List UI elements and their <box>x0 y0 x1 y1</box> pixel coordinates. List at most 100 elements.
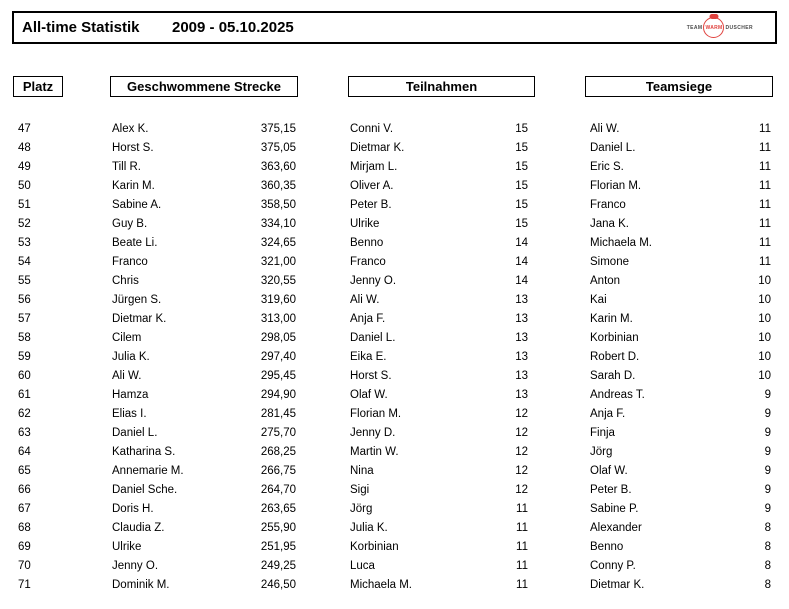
teamwins-value-cell: 8 <box>764 560 771 572</box>
participations-value-cell: 12 <box>515 446 528 458</box>
warm-circle-icon: WARM <box>703 14 725 38</box>
distance-name-cell: Beate Li. <box>112 237 158 249</box>
distance-value-cell: 263,65 <box>260 503 296 515</box>
distance-name-cell: Cilem <box>112 332 142 344</box>
participations-name-cell: Benno <box>350 237 384 249</box>
table-row: 51 Sabine A. 358,50 Peter B. 15 Franco 1… <box>0 196 789 215</box>
teamwins-value-cell: 10 <box>758 370 771 382</box>
column-header-geschwommene-strecke: Geschwommene Strecke <box>110 76 298 97</box>
distance-name-cell: Dietmar K. <box>112 313 167 325</box>
teamwins-name-cell: Jörg <box>590 446 613 458</box>
teamwins-value-cell: 10 <box>758 294 771 306</box>
distance-value-cell: 275,70 <box>260 427 296 439</box>
participations-name-cell: Conni V. <box>350 123 394 135</box>
teamwins-name-cell: Sarah D. <box>590 370 636 382</box>
teamwins-value-cell: 8 <box>764 541 771 553</box>
distance-value-cell: 321,00 <box>260 256 296 268</box>
participations-value-cell: 14 <box>515 256 528 268</box>
participations-name-cell: Peter B. <box>350 199 392 211</box>
teamwins-value-cell: 11 <box>759 123 771 135</box>
teamwins-value-cell: 11 <box>759 142 771 154</box>
rank-cell: 47 <box>18 123 31 135</box>
rank-cell: 49 <box>18 161 31 173</box>
participations-name-cell: Michaela M. <box>350 579 412 591</box>
participations-value-cell: 15 <box>515 123 528 135</box>
logo-text-team: TEAM <box>686 24 703 31</box>
distance-value-cell: 295,45 <box>260 370 296 382</box>
teamwins-name-cell: Sabine P. <box>590 503 639 515</box>
rank-cell: 64 <box>18 446 31 458</box>
distance-value-cell: 266,75 <box>260 465 296 477</box>
participations-value-cell: 14 <box>515 275 528 287</box>
teamwins-value-cell: 9 <box>764 427 771 439</box>
rank-cell: 51 <box>18 199 31 211</box>
distance-value-cell: 249,25 <box>260 560 296 572</box>
distance-value-cell: 264,70 <box>260 484 296 496</box>
rank-cell: 62 <box>18 408 31 420</box>
teamwins-value-cell: 11 <box>759 218 771 230</box>
participations-name-cell: Anja F. <box>350 313 386 325</box>
rank-cell: 71 <box>18 579 31 591</box>
distance-value-cell: 281,45 <box>260 408 296 420</box>
participations-value-cell: 12 <box>515 484 528 496</box>
participations-value-cell: 13 <box>515 313 528 325</box>
teamwins-name-cell: Anton <box>590 275 621 287</box>
participations-name-cell: Dietmar K. <box>350 142 405 154</box>
participations-name-cell: Horst S. <box>350 370 392 382</box>
distance-name-cell: Dominik M. <box>112 579 170 591</box>
teamwins-name-cell: Alexander <box>590 522 642 534</box>
rank-cell: 63 <box>18 427 31 439</box>
distance-name-cell: Annemarie M. <box>112 465 184 477</box>
participations-name-cell: Oliver A. <box>350 180 394 192</box>
rank-cell: 53 <box>18 237 31 249</box>
distance-name-cell: Till R. <box>112 161 141 173</box>
teamwins-name-cell: Peter B. <box>590 484 632 496</box>
rank-cell: 52 <box>18 218 31 230</box>
distance-value-cell: 298,05 <box>260 332 296 344</box>
table-row: 50 Karin M. 360,35 Oliver A. 15 Florian … <box>0 177 789 196</box>
distance-name-cell: Guy B. <box>112 218 148 230</box>
rank-cell: 48 <box>18 142 31 154</box>
participations-value-cell: 11 <box>516 522 528 534</box>
rank-cell: 56 <box>18 294 31 306</box>
teamwins-value-cell: 9 <box>764 389 771 401</box>
teamwins-value-cell: 11 <box>759 180 771 192</box>
distance-name-cell: Elias I. <box>112 408 147 420</box>
teamwins-name-cell: Olaf W. <box>590 465 628 477</box>
table-row: 71 Dominik M. 246,50 Michaela M. 11 Diet… <box>0 576 789 595</box>
date-range: 2009 - 05.10.2025 <box>172 19 294 36</box>
participations-name-cell: Olaf W. <box>350 389 388 401</box>
distance-value-cell: 334,10 <box>260 218 296 230</box>
participations-name-cell: Ulrike <box>350 218 380 230</box>
page-title: All-time Statistik <box>22 19 140 36</box>
stats-rows: 47 Alex K. 375,15 Conni V. 15 Ali W. 11 … <box>0 120 789 595</box>
distance-name-cell: Ulrike <box>112 541 142 553</box>
table-row: 60 Ali W. 295,45 Horst S. 13 Sarah D. 10 <box>0 367 789 386</box>
teamwins-name-cell: Daniel L. <box>590 142 636 154</box>
participations-value-cell: 12 <box>515 427 528 439</box>
rank-cell: 60 <box>18 370 31 382</box>
teamwins-name-cell: Dietmar K. <box>590 579 645 591</box>
participations-name-cell: Jenny D. <box>350 427 396 439</box>
rank-cell: 57 <box>18 313 31 325</box>
table-row: 59 Julia K. 297,40 Eika E. 13 Robert D. … <box>0 348 789 367</box>
rank-cell: 66 <box>18 484 31 496</box>
teamwins-value-cell: 10 <box>758 332 771 344</box>
distance-name-cell: Jenny O. <box>112 560 159 572</box>
distance-value-cell: 375,15 <box>260 123 296 135</box>
participations-value-cell: 15 <box>515 199 528 211</box>
participations-value-cell: 13 <box>515 370 528 382</box>
participations-value-cell: 13 <box>515 389 528 401</box>
rank-cell: 65 <box>18 465 31 477</box>
teamwins-value-cell: 9 <box>764 484 771 496</box>
rank-cell: 58 <box>18 332 31 344</box>
table-row: 58 Cilem 298,05 Daniel L. 13 Korbinian 1… <box>0 329 789 348</box>
distance-value-cell: 297,40 <box>260 351 296 363</box>
table-row: 48 Horst S. 375,05 Dietmar K. 15 Daniel … <box>0 139 789 158</box>
distance-name-cell: Ali W. <box>112 370 142 382</box>
participations-value-cell: 11 <box>516 560 528 572</box>
teamwins-name-cell: Anja F. <box>590 408 626 420</box>
logo-text-warm: WARM <box>705 24 723 31</box>
rank-cell: 68 <box>18 522 31 534</box>
table-row: 54 Franco 321,00 Franco 14 Simone 11 <box>0 253 789 272</box>
